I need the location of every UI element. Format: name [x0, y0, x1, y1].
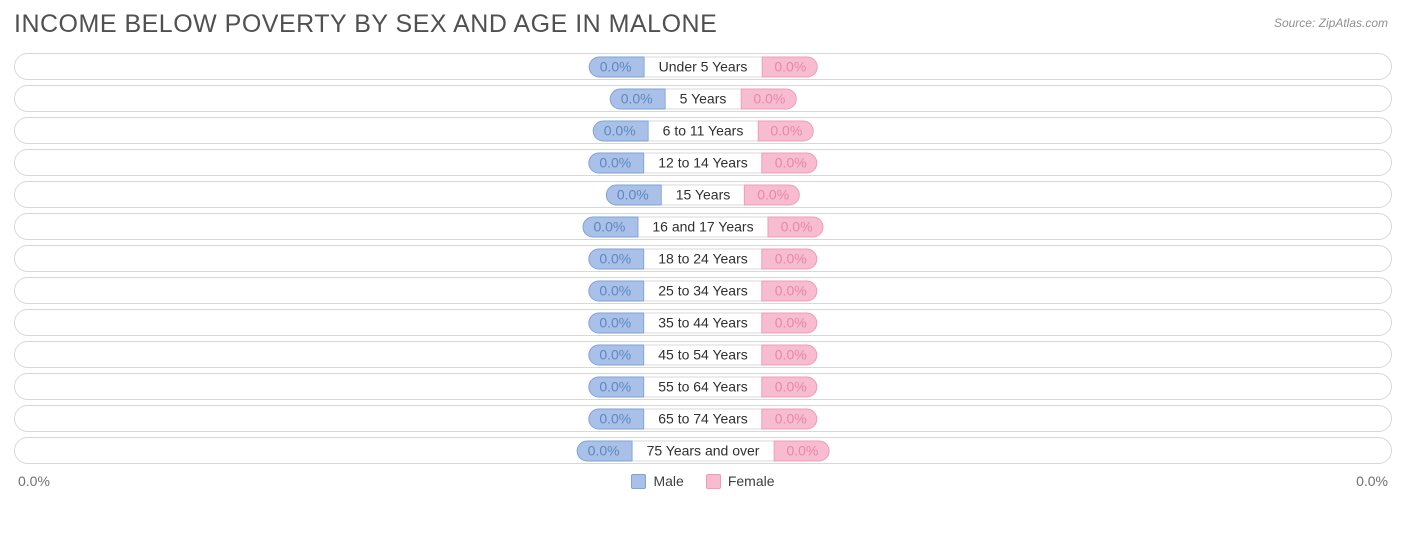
female-bar: 0.0% — [762, 280, 818, 301]
chart-row: 0.0%15 Years0.0% — [14, 181, 1392, 208]
category-label: 6 to 11 Years — [649, 120, 758, 141]
chart-row: 0.0%45 to 54 Years0.0% — [14, 341, 1392, 368]
header: INCOME BELOW POVERTY BY SEX AND AGE IN M… — [14, 10, 1392, 39]
male-bar: 0.0% — [588, 344, 644, 365]
row-center-cluster: 0.0%75 Years and over0.0% — [577, 440, 830, 461]
male-bar: 0.0% — [588, 312, 644, 333]
row-center-cluster: 0.0%55 to 64 Years0.0% — [588, 376, 817, 397]
row-center-cluster: 0.0%18 to 24 Years0.0% — [588, 248, 817, 269]
legend-swatch-female — [706, 474, 721, 489]
male-bar: 0.0% — [588, 408, 644, 429]
female-bar: 0.0% — [740, 88, 796, 109]
chart-row: 0.0%12 to 14 Years0.0% — [14, 149, 1392, 176]
legend-label-male: Male — [653, 473, 683, 489]
category-label: Under 5 Years — [645, 56, 762, 77]
female-bar: 0.0% — [762, 152, 818, 173]
category-label: 18 to 24 Years — [644, 248, 762, 269]
male-bar: 0.0% — [588, 248, 644, 269]
row-track: 0.0%15 Years0.0% — [14, 181, 1392, 208]
chart-row: 0.0%65 to 74 Years0.0% — [14, 405, 1392, 432]
row-track: 0.0%55 to 64 Years0.0% — [14, 373, 1392, 400]
row-track: 0.0%45 to 54 Years0.0% — [14, 341, 1392, 368]
row-center-cluster: 0.0%12 to 14 Years0.0% — [588, 152, 817, 173]
row-center-cluster: 0.0%15 Years0.0% — [606, 184, 800, 205]
male-bar: 0.0% — [593, 120, 649, 141]
chart-row: 0.0%16 and 17 Years0.0% — [14, 213, 1392, 240]
row-center-cluster: 0.0%Under 5 Years0.0% — [589, 56, 818, 77]
male-bar: 0.0% — [589, 56, 645, 77]
female-bar: 0.0% — [762, 408, 818, 429]
row-track: 0.0%25 to 34 Years0.0% — [14, 277, 1392, 304]
male-bar: 0.0% — [610, 88, 666, 109]
female-bar: 0.0% — [773, 440, 829, 461]
category-label: 45 to 54 Years — [644, 344, 762, 365]
male-bar: 0.0% — [606, 184, 662, 205]
row-track: 0.0%6 to 11 Years0.0% — [14, 117, 1392, 144]
chart-row: 0.0%25 to 34 Years0.0% — [14, 277, 1392, 304]
category-label: 5 Years — [666, 88, 741, 109]
male-bar: 0.0% — [577, 440, 633, 461]
row-track: 0.0%75 Years and over0.0% — [14, 437, 1392, 464]
chart-row: 0.0%5 Years0.0% — [14, 85, 1392, 112]
category-label: 65 to 74 Years — [644, 408, 762, 429]
category-label: 15 Years — [662, 184, 745, 205]
category-label: 16 and 17 Years — [638, 216, 767, 237]
row-track: 0.0%18 to 24 Years0.0% — [14, 245, 1392, 272]
legend-item-female: Female — [706, 473, 775, 489]
female-bar: 0.0% — [762, 376, 818, 397]
row-track: 0.0%65 to 74 Years0.0% — [14, 405, 1392, 432]
female-bar: 0.0% — [762, 248, 818, 269]
row-track: 0.0%16 and 17 Years0.0% — [14, 213, 1392, 240]
row-center-cluster: 0.0%5 Years0.0% — [610, 88, 797, 109]
male-bar: 0.0% — [582, 216, 638, 237]
chart-row: 0.0%35 to 44 Years0.0% — [14, 309, 1392, 336]
row-center-cluster: 0.0%6 to 11 Years0.0% — [593, 120, 814, 141]
legend-label-female: Female — [728, 473, 775, 489]
chart-row: 0.0%6 to 11 Years0.0% — [14, 117, 1392, 144]
male-bar: 0.0% — [588, 280, 644, 301]
female-bar: 0.0% — [762, 312, 818, 333]
female-bar: 0.0% — [761, 56, 817, 77]
row-track: 0.0%12 to 14 Years0.0% — [14, 149, 1392, 176]
male-bar: 0.0% — [588, 152, 644, 173]
legend: Male Female — [14, 473, 1392, 489]
chart-row: 0.0%75 Years and over0.0% — [14, 437, 1392, 464]
row-center-cluster: 0.0%16 and 17 Years0.0% — [582, 216, 823, 237]
chart-title: INCOME BELOW POVERTY BY SEX AND AGE IN M… — [14, 10, 717, 39]
row-track: 0.0%5 Years0.0% — [14, 85, 1392, 112]
row-track: 0.0%35 to 44 Years0.0% — [14, 309, 1392, 336]
chart-row: 0.0%55 to 64 Years0.0% — [14, 373, 1392, 400]
female-bar: 0.0% — [768, 216, 824, 237]
category-label: 25 to 34 Years — [644, 280, 762, 301]
pyramid-chart: 0.0%Under 5 Years0.0%0.0%5 Years0.0%0.0%… — [14, 53, 1392, 464]
row-center-cluster: 0.0%35 to 44 Years0.0% — [588, 312, 817, 333]
legend-item-male: Male — [631, 473, 683, 489]
row-track: 0.0%Under 5 Years0.0% — [14, 53, 1392, 80]
category-label: 55 to 64 Years — [644, 376, 762, 397]
row-center-cluster: 0.0%25 to 34 Years0.0% — [588, 280, 817, 301]
category-label: 75 Years and over — [633, 440, 774, 461]
row-center-cluster: 0.0%45 to 54 Years0.0% — [588, 344, 817, 365]
category-label: 12 to 14 Years — [644, 152, 762, 173]
female-bar: 0.0% — [757, 120, 813, 141]
chart-container: INCOME BELOW POVERTY BY SEX AND AGE IN M… — [0, 0, 1406, 503]
legend-swatch-male — [631, 474, 646, 489]
chart-row: 0.0%18 to 24 Years0.0% — [14, 245, 1392, 272]
row-center-cluster: 0.0%65 to 74 Years0.0% — [588, 408, 817, 429]
female-bar: 0.0% — [744, 184, 800, 205]
chart-row: 0.0%Under 5 Years0.0% — [14, 53, 1392, 80]
category-label: 35 to 44 Years — [644, 312, 762, 333]
chart-footer: 0.0% 0.0% Male Female — [14, 469, 1392, 495]
male-bar: 0.0% — [588, 376, 644, 397]
source-attribution: Source: ZipAtlas.com — [1274, 16, 1388, 30]
female-bar: 0.0% — [762, 344, 818, 365]
